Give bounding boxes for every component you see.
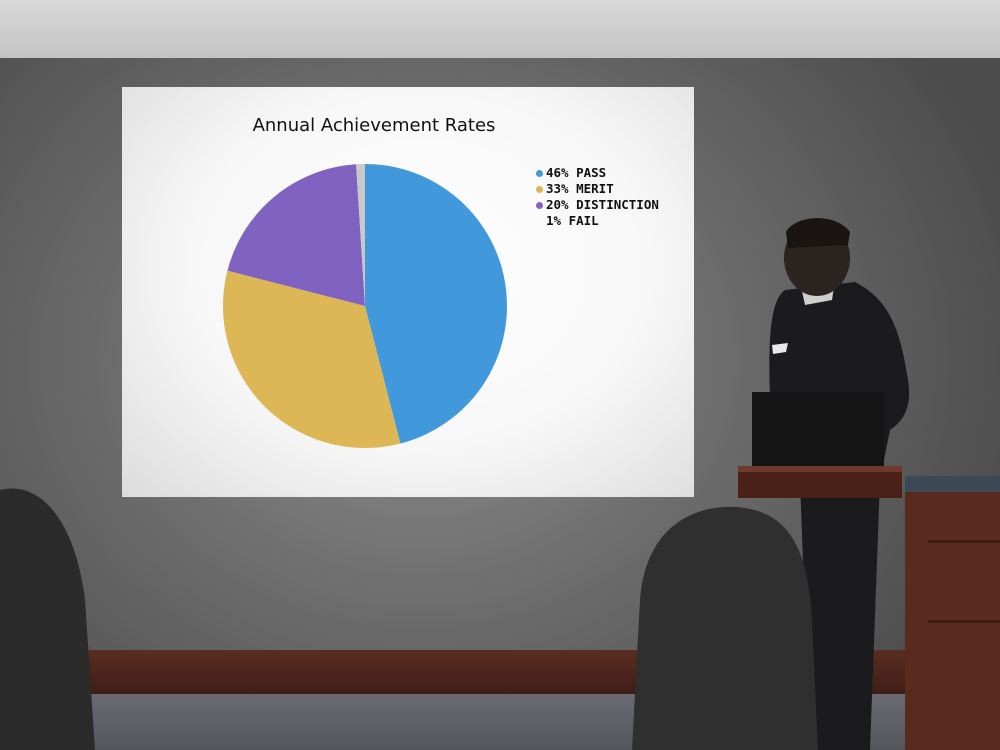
- legend-item-merit: 33% MERIT: [536, 181, 659, 197]
- legend-swatch-pass: [536, 169, 543, 177]
- lectern: [738, 392, 902, 498]
- chart-title: Annual Achievement Rates: [252, 115, 496, 136]
- audience-heads: [0, 488, 818, 750]
- pie-chart: [222, 164, 507, 448]
- pie-slice-fail: [356, 164, 365, 306]
- legend-swatch-merit: [536, 185, 543, 193]
- legend-label-distinction: 20% DISTINCTION: [546, 197, 659, 212]
- legend-label-fail: 1% FAIL: [546, 213, 599, 228]
- pie-slice-pass: [365, 164, 507, 444]
- legend-label-merit: 33% MERIT: [546, 181, 614, 196]
- chart-legend: 46% PASS 33% MERIT 20% DISTINCTION 1% FA…: [536, 165, 659, 229]
- pie-slice-merit: [222, 270, 401, 448]
- projection-screen: Annual Achievement Rates 46% PASS 33% ME…: [122, 87, 694, 497]
- side-cabinet: [905, 476, 1000, 750]
- legend-item-pass: 46% PASS: [536, 165, 659, 181]
- legend-swatch-distinction: [536, 201, 543, 209]
- legend-item-distinction: 20% DISTINCTION: [536, 197, 659, 213]
- ceiling: [0, 0, 1000, 58]
- pie-slice-distinction: [227, 164, 365, 306]
- legend-item-fail: 1% FAIL: [536, 213, 659, 229]
- legend-label-pass: 46% PASS: [546, 165, 607, 180]
